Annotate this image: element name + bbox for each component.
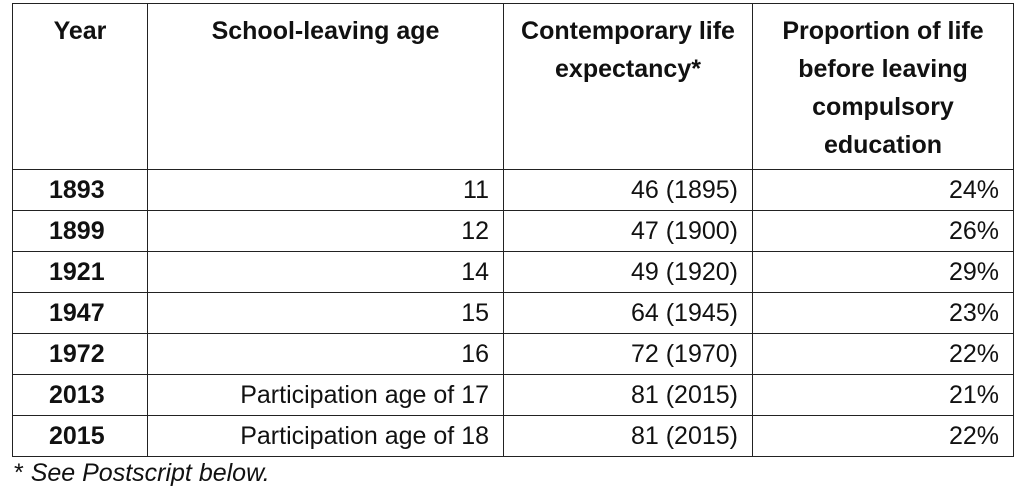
cell-proportion: 21% [752, 374, 1014, 416]
cell-life-expectancy: 46 (1895) [503, 169, 753, 211]
cell-school-leaving-age: 11 [147, 169, 504, 211]
table-row: 1921 14 49 (1920) 29% [12, 251, 1014, 293]
table-row: 1947 15 64 (1945) 23% [12, 292, 1014, 334]
cell-life-expectancy: 64 (1945) [503, 292, 753, 334]
table-row: 2015 Participation age of 18 81 (2015) 2… [12, 415, 1014, 457]
footnote-text: See Postscript below. [30, 459, 270, 487]
cell-life-expectancy: 81 (2015) [503, 415, 753, 457]
cell-year: 2013 [12, 374, 148, 416]
cell-school-leaving-age: 14 [147, 251, 504, 293]
footnote-marker: * [14, 459, 24, 487]
cell-life-expectancy: 49 (1920) [503, 251, 753, 293]
cell-life-expectancy: 47 (1900) [503, 210, 753, 252]
header-life-expectancy: Contemporary life expectancy* [503, 3, 753, 170]
school-leaving-table: Year School-leaving age Contemporary lif… [12, 3, 1014, 457]
cell-proportion: 29% [752, 251, 1014, 293]
cell-proportion: 24% [752, 169, 1014, 211]
cell-year: 1893 [12, 169, 148, 211]
cell-year: 1947 [12, 292, 148, 334]
cell-year: 2015 [12, 415, 148, 457]
cell-year: 1899 [12, 210, 148, 252]
table-row: 1972 16 72 (1970) 22% [12, 333, 1014, 375]
footnote: * See Postscript below. [14, 456, 270, 490]
cell-life-expectancy: 72 (1970) [503, 333, 753, 375]
cell-year: 1972 [12, 333, 148, 375]
cell-proportion: 22% [752, 333, 1014, 375]
cell-life-expectancy: 81 (2015) [503, 374, 753, 416]
table-row: 2013 Participation age of 17 81 (2015) 2… [12, 374, 1014, 416]
table-row: 1899 12 47 (1900) 26% [12, 210, 1014, 252]
cell-school-leaving-age: 16 [147, 333, 504, 375]
cell-proportion: 23% [752, 292, 1014, 334]
cell-school-leaving-age: 12 [147, 210, 504, 252]
table-header: Year School-leaving age Contemporary lif… [12, 3, 1014, 170]
cell-year: 1921 [12, 251, 148, 293]
header-year: Year [12, 3, 148, 170]
cell-school-leaving-age: 15 [147, 292, 504, 334]
cell-school-leaving-age: Participation age of 18 [147, 415, 504, 457]
school-leaving-table-container: Year School-leaving age Contemporary lif… [12, 3, 1014, 457]
header-school-leaving-age: School-leaving age [147, 3, 504, 170]
header-row: Year School-leaving age Contemporary lif… [12, 3, 1014, 170]
cell-proportion: 26% [752, 210, 1014, 252]
table-row: 1893 11 46 (1895) 24% [12, 169, 1014, 211]
table-body: 1893 11 46 (1895) 24% 1899 12 47 (1900) … [12, 169, 1014, 457]
header-proportion-of-life: Proportion of life before leaving compul… [752, 3, 1014, 170]
cell-proportion: 22% [752, 415, 1014, 457]
cell-school-leaving-age: Participation age of 17 [147, 374, 504, 416]
